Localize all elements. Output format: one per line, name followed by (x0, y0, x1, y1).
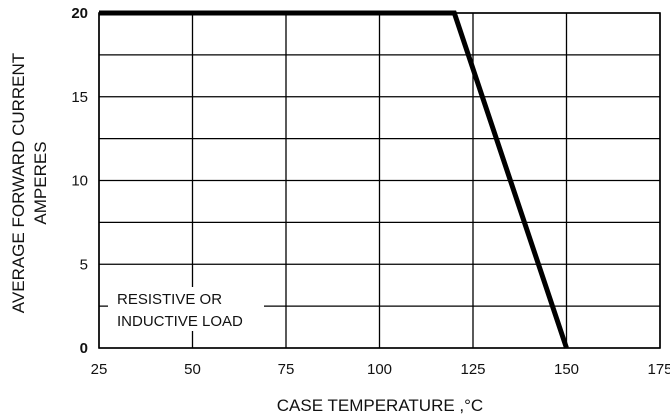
y-tick-labels: 0 5 10 15 20 (71, 5, 88, 357)
x-tick-label-2: 75 (278, 361, 295, 378)
annotation-backdrop (108, 287, 264, 331)
annotation-line-2: INDUCTIVE LOAD (117, 313, 243, 330)
x-tick-label-0: 25 (91, 361, 108, 378)
x-tick-label-6: 175 (647, 361, 670, 378)
y-axis-title-line-1: AVERAGE FORWARD CURRENT (9, 53, 28, 313)
series-group (99, 10, 569, 349)
y-axis-title-line-2: AMPERES (31, 141, 50, 224)
y-tick-label-3: 15 (71, 89, 88, 106)
grid (98, 12, 661, 349)
series-line-0 (99, 10, 569, 349)
y-tick-label-4: 20 (71, 5, 88, 22)
x-tick-label-4: 125 (460, 361, 485, 378)
y-tick-label-2: 10 (71, 173, 88, 190)
x-tick-label-5: 150 (554, 361, 579, 378)
x-tick-label-3: 100 (367, 361, 392, 378)
annotation-line-1: RESISTIVE OR (117, 291, 222, 308)
x-tick-labels: 25 50 75 100 125 150 175 (91, 361, 670, 378)
x-axis-title: CASE TEMPERATURE ,°C (277, 396, 483, 415)
y-tick-label-1: 5 (80, 256, 88, 273)
y-tick-label-0: 0 (80, 340, 88, 357)
x-tick-label-1: 50 (184, 361, 201, 378)
